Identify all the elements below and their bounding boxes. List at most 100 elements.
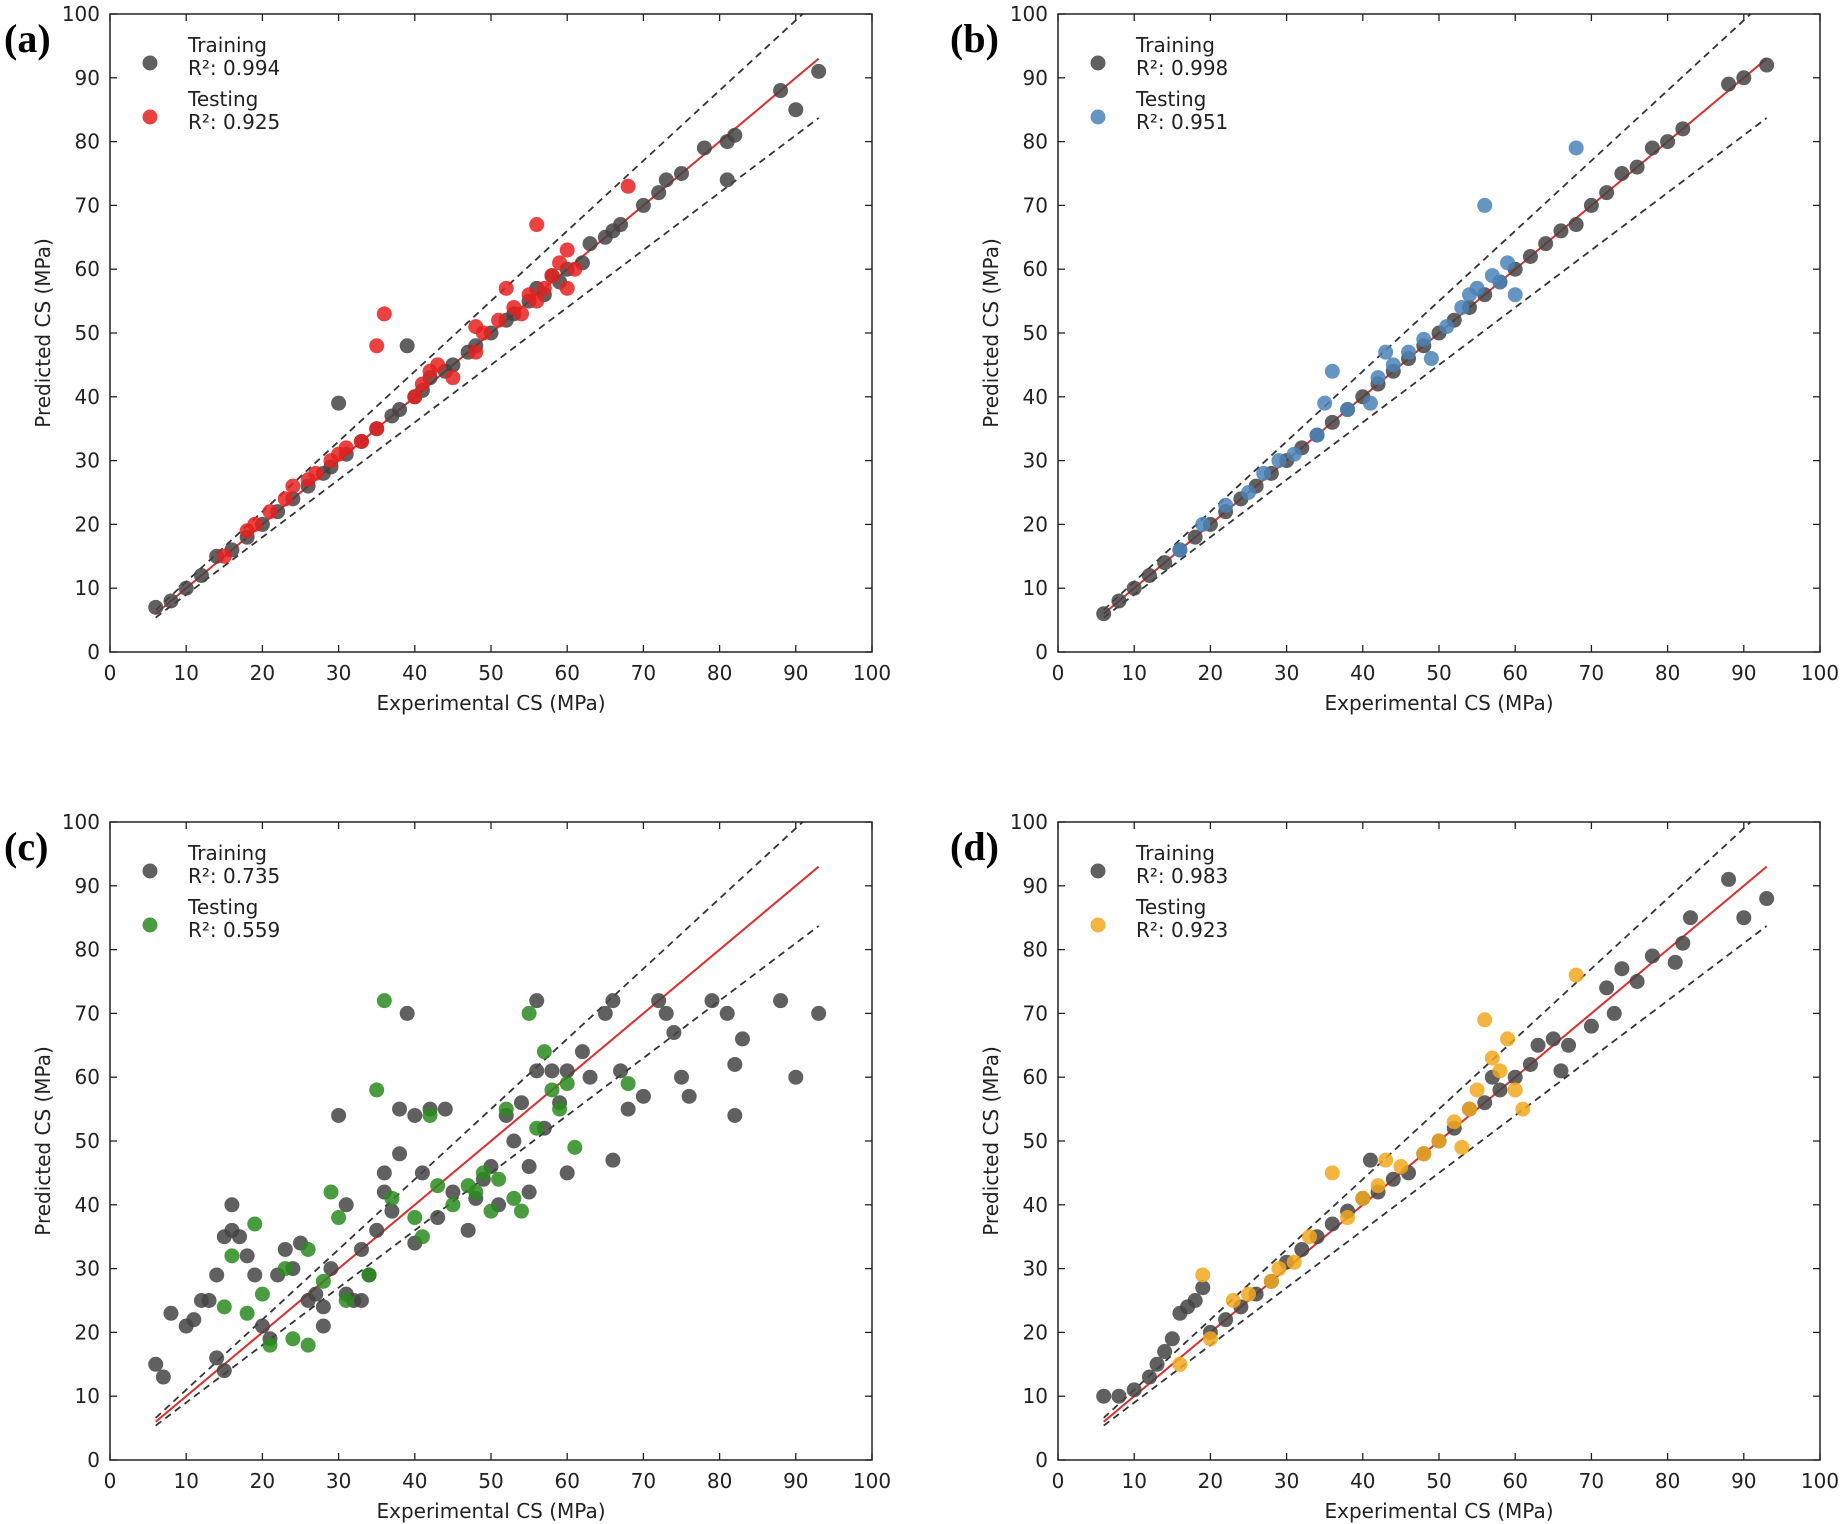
data-point (544, 1082, 560, 1098)
y-tick-label: 60 (75, 257, 100, 281)
data-point (773, 993, 789, 1009)
data-point (559, 242, 575, 258)
data-point (300, 1337, 316, 1353)
data-point (1500, 1031, 1516, 1047)
y-tick-label: 80 (75, 130, 100, 154)
data-point (430, 1178, 446, 1194)
data-point (1599, 980, 1615, 996)
data-point (353, 433, 369, 449)
data-point (620, 1076, 636, 1092)
data-point (620, 1101, 636, 1117)
x-tick-label: 20 (250, 1469, 275, 1493)
x-tick-label: 20 (250, 661, 275, 685)
data-point (376, 1165, 392, 1181)
data-point (1218, 497, 1234, 513)
x-tick-label: 10 (173, 661, 198, 685)
data-point (1157, 1344, 1173, 1360)
data-point (773, 83, 789, 99)
x-axis-label: Experimental CS (MPa) (376, 1499, 605, 1523)
data-point (1225, 1293, 1241, 1308)
data-point (155, 1369, 171, 1385)
data-point (544, 1063, 560, 1079)
data-point (277, 1261, 293, 1277)
panel-b: (b) 0 10 20 30 40 50 60 70 80 90 100 0 10 20 30 40 50 60 70… (950, 2, 1839, 715)
data-point (513, 1095, 529, 1111)
data-point (323, 1261, 339, 1277)
data-point (1202, 1331, 1218, 1347)
data-point (468, 1184, 484, 1200)
y-tick-label: 60 (1023, 257, 1048, 281)
legend-r2: R²: 0.998 (1136, 56, 1228, 80)
x-tick-label: 10 (1121, 1469, 1146, 1493)
data-point (788, 102, 804, 118)
y-tick-label: 90 (1023, 66, 1048, 90)
data-point (635, 197, 651, 213)
y-tick-label: 50 (75, 1129, 100, 1153)
data-point (1507, 1069, 1523, 1085)
data-point (552, 255, 568, 271)
data-point (651, 993, 667, 1009)
data-point (559, 1076, 575, 1092)
y-tick-label: 100 (1010, 810, 1048, 834)
data-point (1538, 236, 1554, 252)
data-point (1195, 1280, 1211, 1296)
data-point (1301, 1229, 1317, 1245)
x-tick-label: 60 (1502, 1469, 1527, 1493)
data-point (1370, 370, 1386, 386)
data-point (1614, 961, 1630, 977)
data-point (1492, 1082, 1508, 1098)
data-point (529, 993, 545, 1009)
data-point (1675, 935, 1691, 951)
data-point (658, 172, 674, 188)
data-point (369, 421, 385, 437)
panel-a: (a) 0 10 20 30 40 50 60 70 80 90 100 0 10 20 30 40 50 60 70… (4, 2, 891, 715)
x-tick-label: 60 (554, 1469, 579, 1493)
legend-r2: R²: 0.994 (188, 56, 280, 80)
data-point (696, 140, 712, 156)
data-point (430, 357, 446, 373)
data-point (1187, 529, 1203, 545)
y-tick-label: 70 (1023, 193, 1048, 217)
data-point (148, 599, 164, 615)
data-point (559, 1063, 575, 1079)
data-point (1423, 351, 1439, 367)
data-point (1469, 280, 1485, 296)
x-tick-label: 90 (1731, 661, 1756, 685)
y-tick-label: 20 (1023, 1320, 1048, 1344)
data-point (1096, 1388, 1112, 1404)
data-point (1096, 606, 1112, 622)
data-point (1477, 1012, 1493, 1028)
data-point (1195, 516, 1211, 532)
data-point (247, 1267, 263, 1283)
data-point (1553, 1063, 1569, 1079)
data-point (353, 1241, 369, 1257)
data-point (254, 1286, 270, 1302)
data-point (1492, 274, 1508, 290)
legend-marker (1090, 55, 1106, 71)
data-point (1568, 967, 1584, 983)
x-tick-label: 50 (1426, 661, 1451, 685)
y-tick-label: 40 (1023, 385, 1048, 409)
x-axis-label: Experimental CS (MPa) (1324, 691, 1553, 715)
x-tick-label: 0 (1052, 661, 1065, 685)
data-point (247, 1216, 263, 1232)
y-tick-label: 0 (87, 1448, 100, 1472)
data-point (422, 1107, 438, 1123)
y-tick-label: 50 (1023, 1129, 1048, 1153)
x-tick-label: 80 (1655, 661, 1680, 685)
data-point (323, 1184, 339, 1200)
lower-bound-line (1103, 925, 1768, 1427)
data-point (430, 1210, 446, 1226)
data-point (1309, 427, 1325, 443)
data-point (811, 63, 827, 79)
data-point (1682, 910, 1698, 926)
data-point (1126, 580, 1142, 596)
data-point (1172, 1356, 1188, 1372)
x-tick-label: 100 (1801, 1469, 1839, 1493)
data-point (376, 993, 392, 1009)
x-tick-label: 60 (1502, 661, 1527, 685)
data-point (399, 338, 415, 354)
data-point (1256, 465, 1272, 481)
legend-name: Testing (187, 895, 258, 919)
